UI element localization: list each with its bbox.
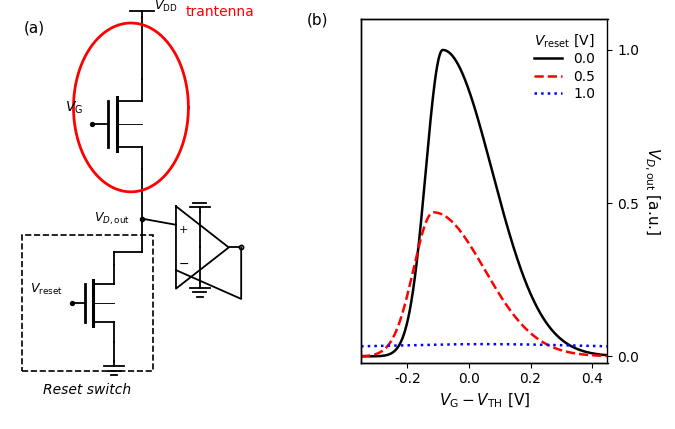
X-axis label: $V_\mathrm{G} - V_\mathrm{TH}$ [V]: $V_\mathrm{G} - V_\mathrm{TH}$ [V]	[439, 392, 530, 410]
Text: Reset switch: Reset switch	[43, 384, 132, 397]
Text: $V_\mathrm{reset}$: $V_\mathrm{reset}$	[30, 282, 63, 297]
Legend: 0.0, 0.5, 1.0: 0.0, 0.5, 1.0	[529, 26, 601, 106]
Text: +: +	[179, 225, 188, 235]
Text: $V_\mathrm{G}$: $V_\mathrm{G}$	[65, 99, 83, 116]
Y-axis label: $V_{D,\mathrm{out}}$ [a.u.]: $V_{D,\mathrm{out}}$ [a.u.]	[642, 147, 662, 235]
Text: (a): (a)	[24, 21, 45, 36]
Text: $V_{D,\mathrm{out}}$: $V_{D,\mathrm{out}}$	[94, 210, 130, 227]
Text: (b): (b)	[307, 12, 329, 27]
Bar	[22, 235, 153, 371]
Text: $V_\mathrm{DD}$: $V_\mathrm{DD}$	[154, 0, 178, 14]
Text: −: −	[178, 258, 189, 271]
Text: trantenna: trantenna	[185, 5, 254, 19]
